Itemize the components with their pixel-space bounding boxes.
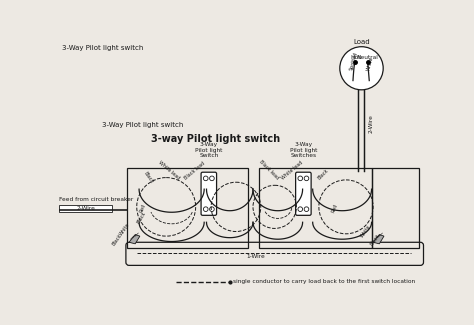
Text: White lead: White lead: [157, 160, 181, 181]
Text: 2-Wire: 2-Wire: [76, 206, 95, 211]
Text: 3-way Pilot light switch: 3-way Pilot light switch: [151, 134, 280, 144]
Text: 3-Way Pilot light switch: 3-Way Pilot light switch: [63, 45, 144, 51]
Bar: [373, 168, 419, 248]
Text: Black: Black: [111, 233, 123, 246]
Text: White: White: [366, 56, 374, 71]
Text: 3-Way
Pilot light
Switch: 3-Way Pilot light Switch: [195, 142, 222, 158]
FancyBboxPatch shape: [296, 172, 311, 215]
Text: 1-Wire: 1-Wire: [247, 254, 265, 259]
Text: Black lead: Black lead: [183, 161, 206, 181]
Text: 3-Way Pilot light switch: 3-Way Pilot light switch: [102, 122, 183, 128]
Bar: [128, 168, 247, 248]
Text: 3-Way
Pilot light
Switches: 3-Way Pilot light Switches: [290, 142, 317, 158]
Text: Spotted: Spotted: [349, 51, 359, 71]
Polygon shape: [373, 235, 384, 244]
Text: Red: Red: [138, 203, 146, 213]
Text: single conductor to carry load back to the first switch location: single conductor to carry load back to t…: [233, 279, 415, 284]
Text: Neutral: Neutral: [357, 55, 379, 60]
Text: Black lead: Black lead: [258, 160, 279, 181]
Text: Black: Black: [143, 171, 154, 185]
Text: White: White: [119, 222, 131, 236]
Bar: [59, 204, 112, 212]
Text: Black: Black: [316, 168, 329, 181]
Bar: [259, 168, 372, 248]
Text: White: White: [359, 224, 372, 239]
Text: Red: Red: [330, 203, 338, 213]
Polygon shape: [129, 235, 140, 244]
FancyBboxPatch shape: [201, 172, 217, 215]
Text: Hot: Hot: [350, 55, 361, 60]
Text: Load: Load: [353, 39, 370, 45]
Text: Black: Black: [136, 211, 147, 225]
Text: 2-Wire: 2-Wire: [368, 114, 374, 133]
Text: White lead: White lead: [280, 160, 303, 181]
Text: Black: Black: [370, 233, 381, 246]
Text: Feed from circuit breaker: Feed from circuit breaker: [59, 197, 134, 202]
Circle shape: [340, 47, 383, 90]
